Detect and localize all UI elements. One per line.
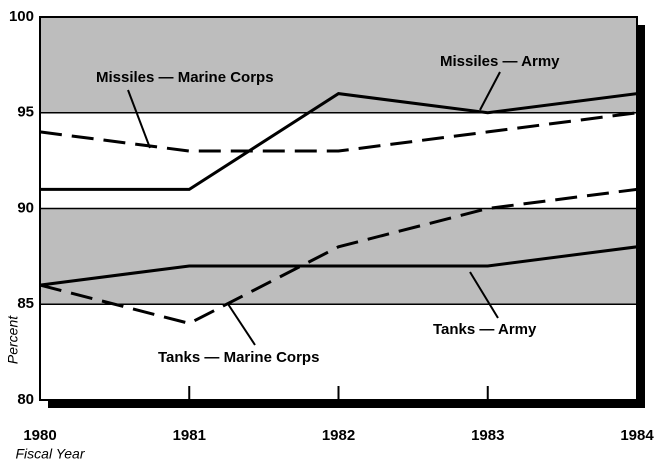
plot-border: [39, 16, 638, 401]
lines: [39, 71, 638, 346]
series-line: [39, 245, 638, 287]
x-tick-label: 1980: [23, 427, 56, 444]
x-axis-label: Fiscal Year: [16, 446, 86, 462]
x-tick-label: 1984: [620, 427, 654, 444]
y-tick-label: 85: [17, 295, 34, 312]
leader-line: [469, 271, 499, 319]
leader-line: [127, 89, 151, 149]
bands: [40, 17, 637, 305]
y-tick-label: 80: [17, 391, 34, 408]
band: [40, 17, 637, 113]
leader-line: [227, 303, 256, 346]
x-tick-label: 1981: [173, 427, 206, 444]
series-line: [39, 187, 638, 325]
x-tick-label: 1982: [322, 427, 355, 444]
y-tick-label: 100: [9, 8, 34, 25]
leader-line: [479, 71, 501, 111]
series-line: [39, 111, 638, 153]
series-line: [40, 92, 638, 191]
x-tick-label: 1983: [471, 427, 504, 444]
series-label: Missiles — Army: [440, 53, 560, 70]
y-tick-label: 95: [17, 104, 34, 121]
y-axis-label: Percent: [5, 315, 21, 364]
series-label: Missiles — Marine Corps: [96, 69, 274, 86]
series-label: Tanks — Army: [433, 321, 537, 338]
y-tick-label: 90: [17, 199, 34, 216]
band: [40, 208, 637, 305]
series-label: Tanks — Marine Corps: [158, 349, 319, 366]
